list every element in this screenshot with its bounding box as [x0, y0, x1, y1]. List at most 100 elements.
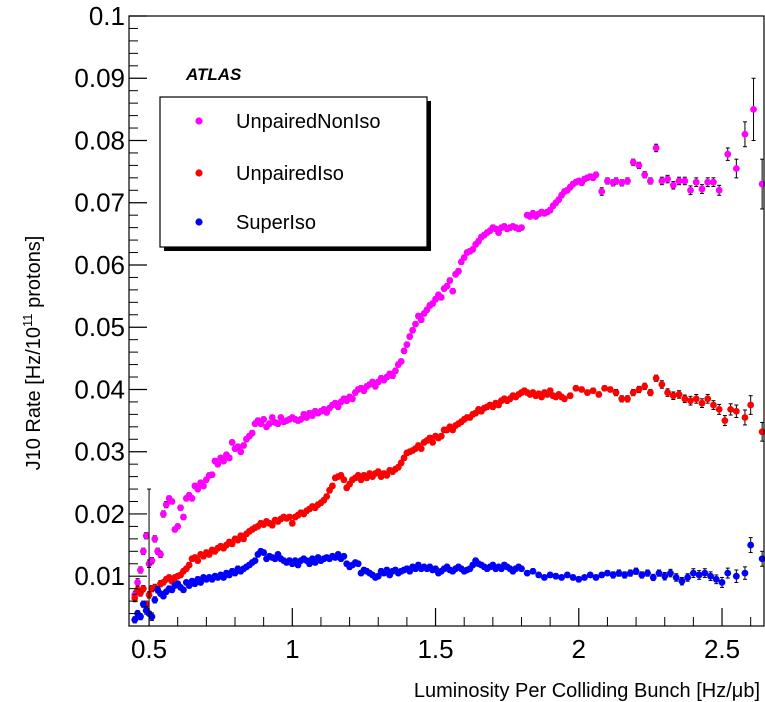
data-point	[180, 586, 187, 594]
data-point	[443, 282, 451, 290]
data-point	[704, 178, 712, 186]
data-point	[383, 471, 391, 479]
data-point	[389, 372, 396, 380]
data-point	[710, 401, 717, 409]
data-point	[732, 572, 740, 580]
atlas-annotation: ATLAS	[185, 65, 242, 84]
data-point	[412, 320, 419, 328]
data-point	[583, 389, 591, 396]
data-point	[340, 552, 348, 560]
data-point	[618, 179, 626, 187]
data-point	[137, 613, 144, 621]
data-point	[197, 579, 205, 586]
data-point	[655, 569, 663, 577]
data-point	[641, 382, 649, 390]
x-tick-label: 2.5	[704, 634, 740, 664]
data-point	[624, 177, 631, 185]
data-marks	[131, 77, 765, 627]
y-tick-label: 0.01	[74, 561, 125, 591]
series-unpairednoniso	[131, 77, 765, 600]
data-point	[586, 571, 594, 579]
data-point	[715, 186, 723, 194]
data-point	[392, 367, 399, 375]
data-point	[581, 574, 588, 581]
plot-frame	[128, 15, 765, 627]
data-point	[618, 395, 626, 403]
data-point	[228, 540, 236, 548]
data-point	[429, 438, 437, 446]
data-point	[162, 501, 170, 509]
data-point	[139, 547, 147, 555]
data-point	[635, 161, 643, 169]
data-point	[268, 521, 276, 529]
data-point	[188, 494, 196, 502]
data-point	[647, 389, 654, 396]
data-point	[652, 144, 660, 152]
data-point	[354, 560, 362, 568]
data-point	[139, 600, 147, 608]
data-point	[397, 459, 405, 467]
legend-marker-unpairediso	[195, 169, 203, 177]
data-point	[747, 401, 755, 409]
data-point	[704, 395, 712, 403]
y-axis-title: J10 Rate [Hz/1011 protons]	[20, 236, 45, 471]
data-point	[234, 443, 242, 451]
data-point	[569, 574, 577, 581]
data-point	[523, 569, 531, 577]
data-point	[615, 569, 623, 577]
data-point	[598, 571, 606, 579]
data-point	[647, 177, 654, 185]
data-point	[601, 384, 608, 392]
data-point	[131, 594, 139, 602]
data-point	[148, 613, 156, 621]
data-point	[687, 397, 694, 405]
data-point	[629, 158, 637, 166]
data-point	[664, 389, 671, 396]
data-point	[724, 150, 732, 158]
data-point	[667, 569, 674, 577]
data-point	[678, 577, 686, 585]
data-point	[732, 165, 740, 172]
data-point	[698, 399, 706, 407]
legend-marker-unpairednoniso	[195, 117, 203, 125]
data-point	[260, 549, 268, 556]
axis-ticks: 0.01 0.02 0.03 0.04 0.05 0.06 0.07 0.08 0.09 0.1 0…	[74, 1, 752, 664]
data-point	[572, 384, 580, 392]
data-point	[248, 429, 256, 437]
data-point	[228, 438, 236, 446]
y-tick-label: 0.08	[74, 125, 125, 155]
data-point	[687, 186, 694, 194]
data-point	[240, 535, 247, 543]
data-point	[638, 571, 646, 579]
data-point	[681, 395, 689, 403]
data-point	[400, 347, 408, 355]
legend-label-superiso: SuperIso	[236, 212, 316, 234]
data-point	[632, 567, 640, 575]
data-point	[675, 391, 683, 398]
data-point	[741, 130, 749, 138]
data-point	[148, 557, 156, 565]
legend-label-unpairednoniso: UnpairedNonIso	[236, 111, 381, 133]
data-point	[220, 457, 227, 465]
data-point	[635, 386, 643, 393]
data-point	[701, 569, 709, 577]
data-point	[260, 415, 268, 423]
data-point	[546, 571, 554, 579]
y-axis-title-exponent: 11	[20, 313, 35, 327]
data-point	[541, 574, 548, 581]
data-point	[672, 574, 680, 581]
data-point	[535, 571, 543, 579]
data-point	[595, 391, 603, 398]
data-point	[609, 571, 617, 579]
data-point	[689, 569, 697, 577]
data-point	[208, 471, 216, 479]
data-point	[240, 442, 247, 449]
legend-marker-superiso	[195, 218, 203, 226]
data-point	[403, 341, 411, 349]
data-point	[732, 407, 740, 415]
y-tick-label: 0.07	[74, 188, 125, 218]
data-point	[185, 561, 193, 569]
data-point	[323, 493, 331, 500]
data-point	[589, 387, 597, 395]
data-point	[460, 254, 468, 261]
